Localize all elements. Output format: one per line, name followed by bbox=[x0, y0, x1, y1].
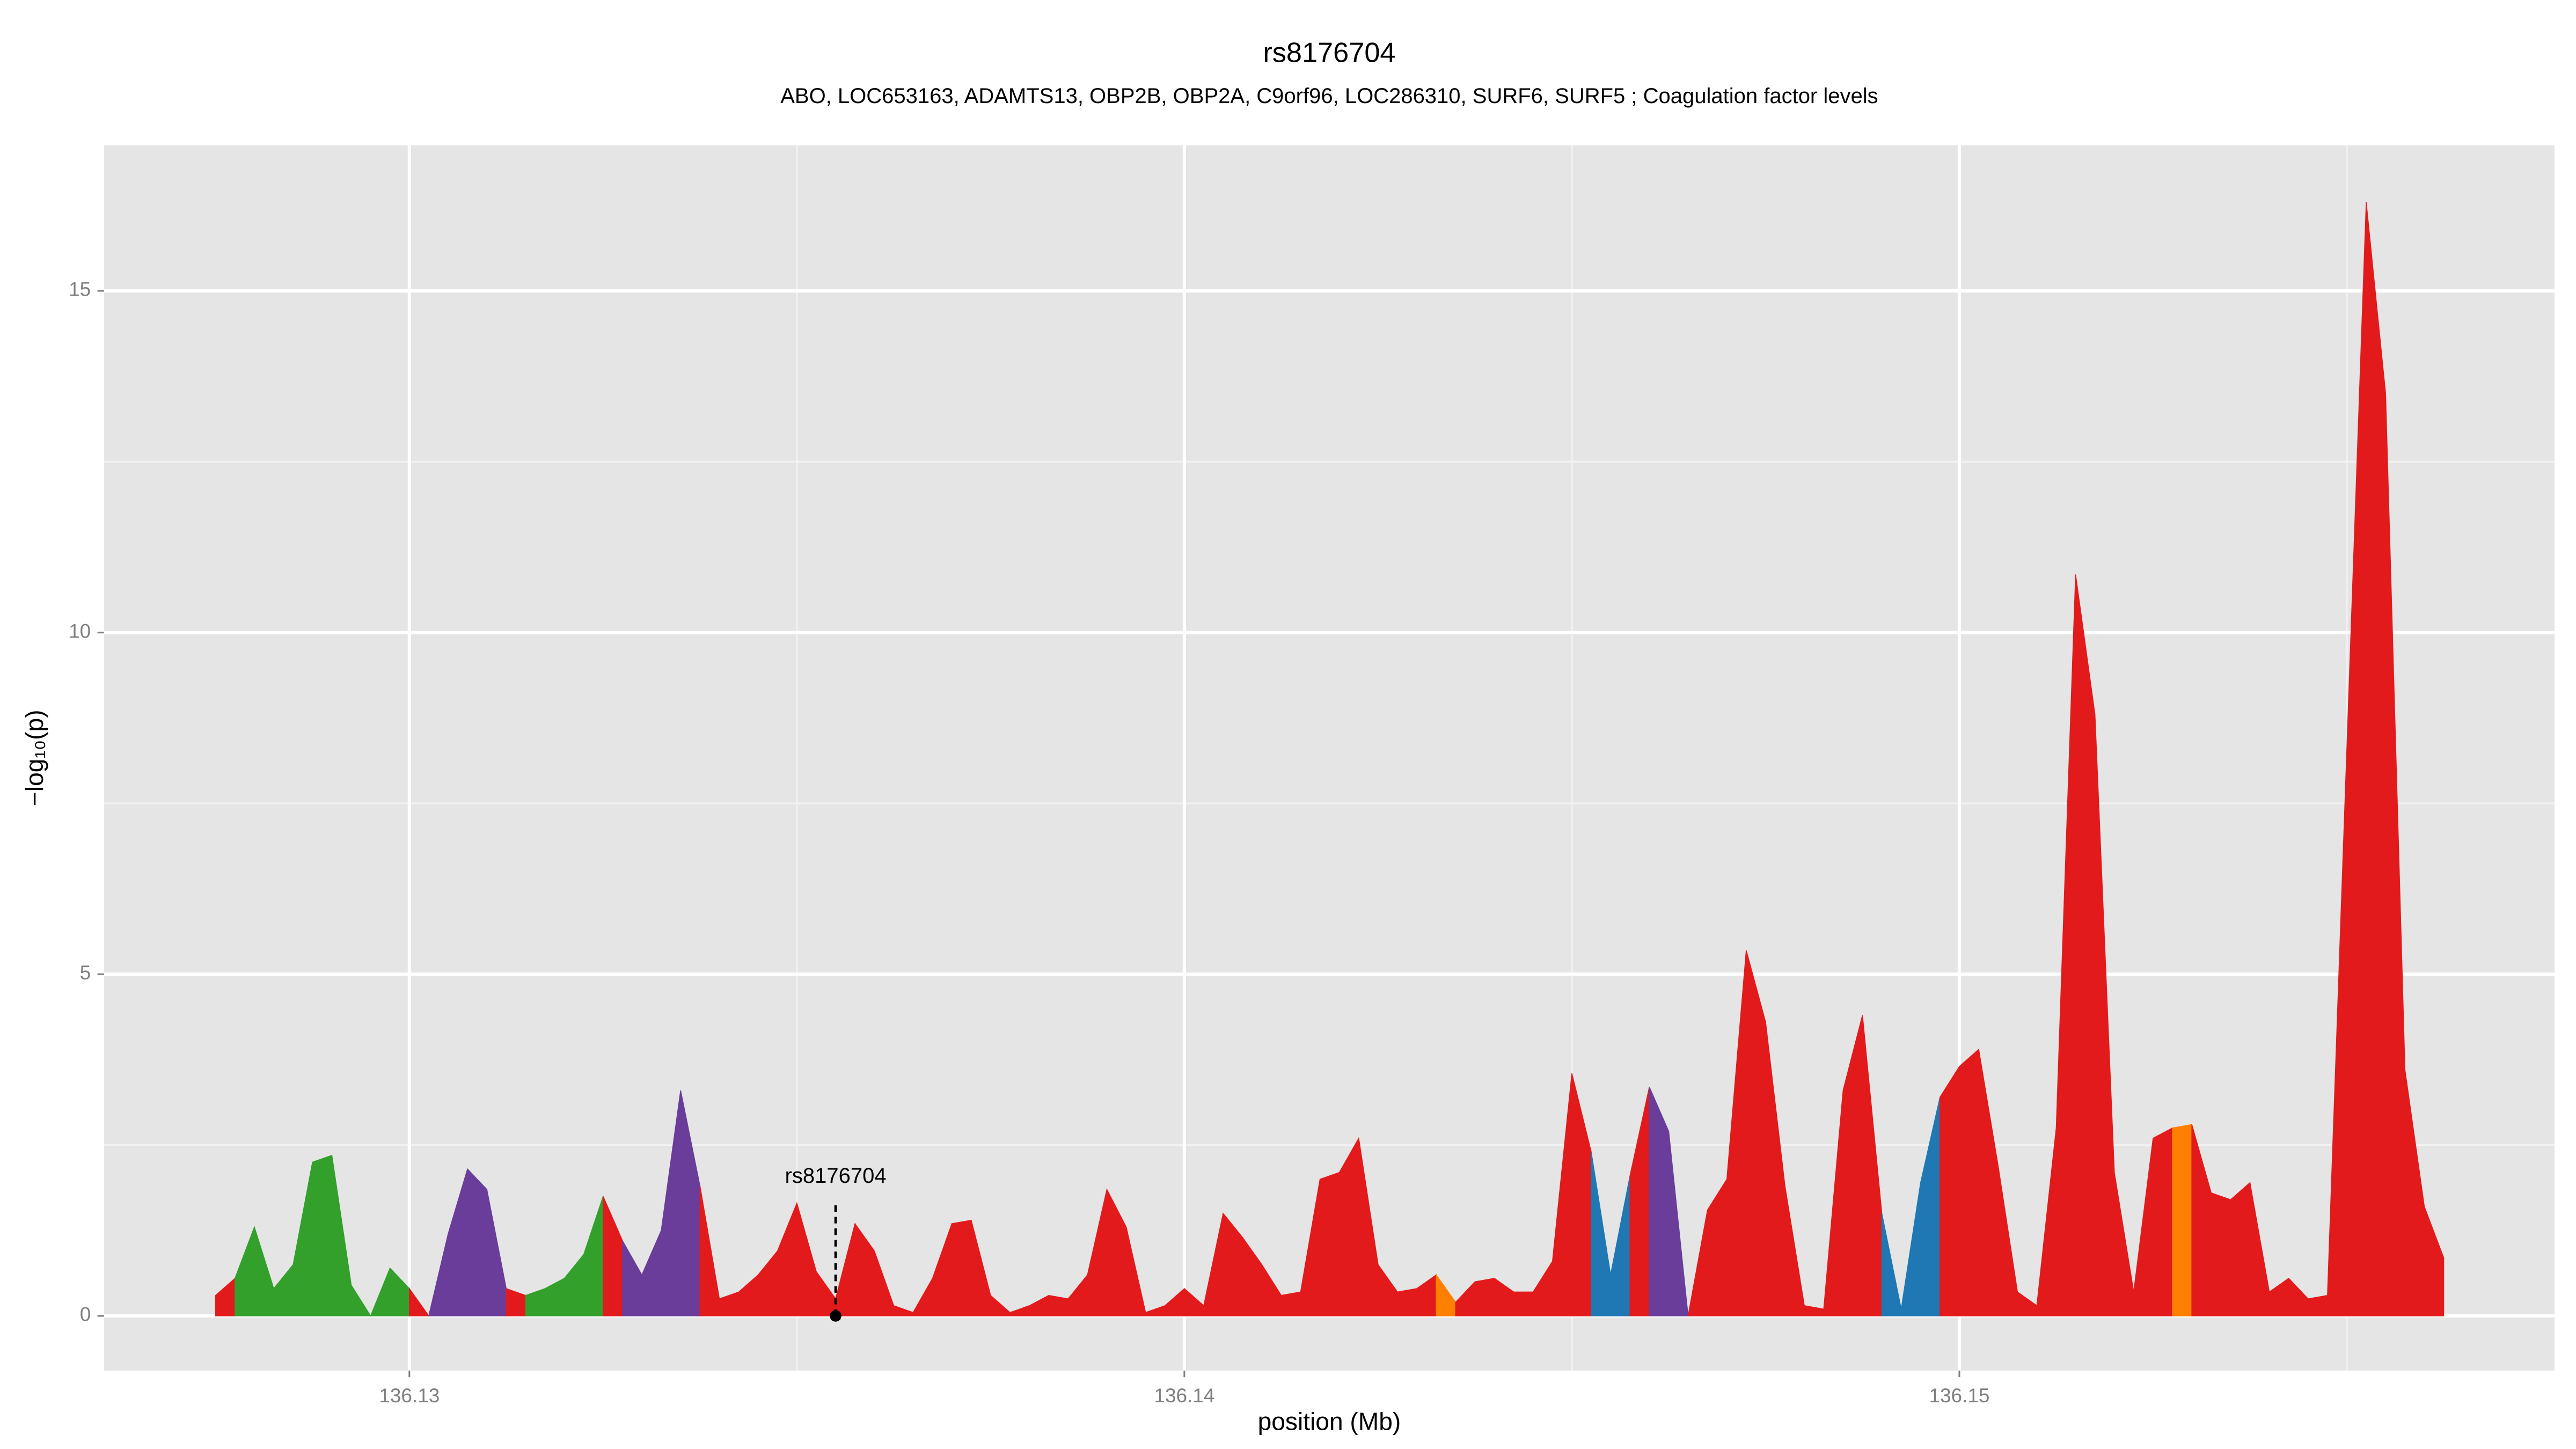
x-axis-title: position (Mb) bbox=[1258, 1407, 1401, 1435]
chart-subtitle: ABO, LOC653163, ADAMTS13, OBP2B, OBP2A, … bbox=[780, 84, 1878, 108]
area-segment bbox=[2191, 202, 2445, 1316]
area-segment bbox=[409, 1287, 430, 1316]
chart-title: rs8176704 bbox=[1263, 37, 1395, 68]
y-tick-label: 0 bbox=[80, 1304, 91, 1326]
annotation-point bbox=[830, 1310, 841, 1322]
y-tick-label: 10 bbox=[69, 620, 91, 642]
annotation-label: rs8176704 bbox=[785, 1164, 887, 1188]
x-tick-label: 136.14 bbox=[1154, 1385, 1214, 1407]
area-segment bbox=[1649, 1087, 1689, 1316]
area-segment bbox=[1940, 574, 2173, 1316]
x-tick-label: 136.13 bbox=[379, 1385, 440, 1407]
plot-background bbox=[104, 145, 2555, 1371]
area-segment bbox=[2172, 1124, 2192, 1316]
area-segment bbox=[1591, 1152, 1630, 1316]
y-tick-label: 5 bbox=[80, 962, 91, 984]
x-tick-label: 136.15 bbox=[1929, 1385, 1990, 1407]
y-tick-label: 15 bbox=[69, 279, 91, 301]
y-axis-title: −log₁₀(p) bbox=[20, 709, 48, 806]
area-segment bbox=[699, 1137, 1437, 1316]
